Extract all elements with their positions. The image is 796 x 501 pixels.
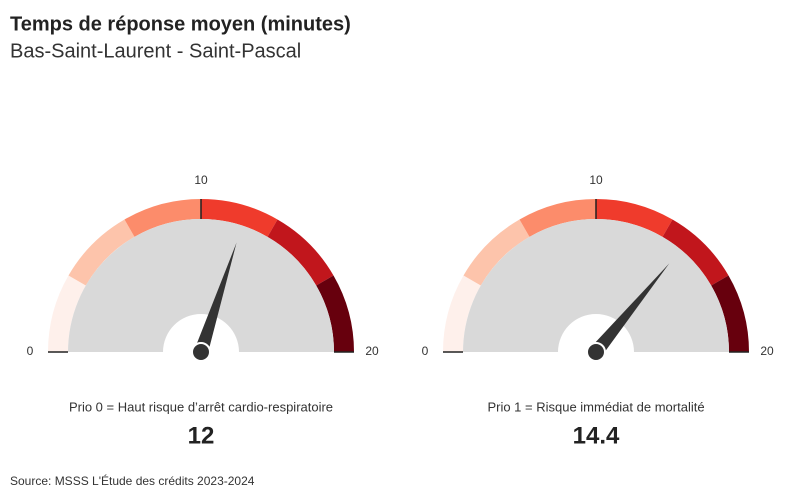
gauge-value: 14.4 — [573, 422, 620, 449]
subtitle: Bas-Saint-Laurent - Saint-Pascal — [10, 40, 301, 62]
gauge-face — [463, 219, 729, 352]
gauge-band — [443, 275, 481, 352]
needle — [590, 263, 670, 357]
title: Temps de réponse moyen (minutes) — [10, 13, 351, 35]
gauge-band — [596, 199, 673, 237]
gauge-band — [316, 275, 354, 352]
gauge-label: Prio 1 = Risque immédiat de mortalité — [487, 399, 704, 414]
tick-label: 20 — [365, 344, 379, 358]
gauge-value: 12 — [188, 422, 215, 449]
tick-label: 20 — [760, 344, 774, 358]
tick-label: 0 — [27, 344, 34, 358]
needle — [194, 242, 237, 355]
gauge-band — [463, 219, 530, 286]
gauge-band — [48, 275, 86, 352]
gauge-band — [711, 275, 749, 352]
gauge-band — [124, 199, 201, 237]
gauge-label: Prio 0 = Haut risque d’arrêt cardio-resp… — [69, 399, 333, 414]
gauge-face — [68, 219, 334, 352]
gauge-band — [267, 219, 334, 286]
gauge-band — [519, 199, 596, 237]
needle-hub — [586, 342, 606, 362]
needle-hub — [191, 342, 211, 362]
tick-label: 10 — [194, 173, 208, 187]
tick-label: 10 — [589, 173, 603, 187]
gauge-band — [68, 219, 135, 286]
gauge-band — [201, 199, 278, 237]
source: Source: MSSS L'Étude des crédits 2023-20… — [10, 473, 255, 488]
tick-label: 0 — [422, 344, 429, 358]
gauge-band — [662, 219, 729, 286]
